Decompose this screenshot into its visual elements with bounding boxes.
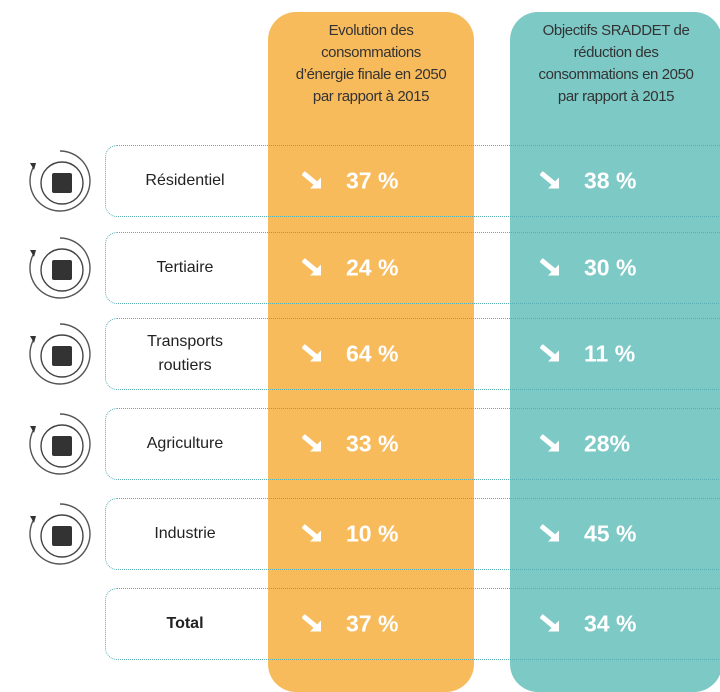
row-box <box>105 408 720 480</box>
value-text: 37 % <box>346 610 399 637</box>
sector-label: Industrie <box>154 525 216 542</box>
objectifs-column <box>510 12 720 692</box>
value-text: 24 % <box>346 254 399 281</box>
row-box <box>105 588 720 660</box>
evolution-value: 64 % <box>302 341 398 368</box>
sector-label: Total <box>166 615 204 632</box>
arrow-icon <box>540 614 559 631</box>
value-text: 10 % <box>346 520 399 547</box>
value-text: 38 % <box>584 167 637 194</box>
evolution-column <box>268 12 474 692</box>
sector-icon <box>29 503 91 565</box>
page: Evolution des consommations d’énergie fina… <box>29 12 720 692</box>
evolution-value: 37 % <box>302 168 398 195</box>
header-line: consommations en 2050 <box>538 66 694 83</box>
objectif-value: 30 % <box>540 255 636 282</box>
arrow-icon <box>540 434 559 451</box>
evolution-value: 37 % <box>302 611 398 638</box>
objectif-value: 28% <box>540 431 630 458</box>
evolution-value: 10 % <box>302 521 398 548</box>
header-line: par rapport à 2015 <box>557 88 675 105</box>
arrow-icon <box>540 344 559 361</box>
value-text: 33 % <box>346 430 399 457</box>
sector-icon <box>29 150 91 212</box>
row-box <box>105 498 720 570</box>
sector-label: Tertiaire <box>156 259 214 276</box>
objectif-value: 38 % <box>540 168 636 195</box>
value-text: 28% <box>584 430 631 457</box>
objectifs-header: Objectifs SRADDET de réduction des consomm… <box>505 20 720 108</box>
value-text: 64 % <box>346 340 399 367</box>
header-line: par rapport à 2015 <box>312 88 430 105</box>
evolution-header: Evolution des consommations d’énergie fina… <box>268 20 474 108</box>
header-line: Objectifs SRADDET de <box>542 22 690 39</box>
arrow-icon <box>540 258 559 275</box>
sector-icon <box>29 323 91 385</box>
header-line: d’énergie finale en 2050 <box>295 66 447 83</box>
header-line: réduction des <box>573 44 659 61</box>
sector-label: Agriculture <box>146 435 224 452</box>
value-text: 30 % <box>584 254 637 281</box>
arrow-icon <box>540 171 559 188</box>
evolution-value: 33 % <box>302 431 398 458</box>
value-text: 45 % <box>584 520 637 547</box>
row-box <box>105 318 720 390</box>
objectif-value: 45 % <box>540 521 636 548</box>
arrow-icon <box>540 524 559 541</box>
arrow-icon <box>302 524 321 541</box>
arrow-icon <box>302 614 321 631</box>
row-box <box>105 232 720 304</box>
arrow-icon <box>302 258 321 275</box>
arrow-icon <box>302 434 321 451</box>
objectif-value: 34 % <box>540 611 636 638</box>
objectif-value: 11 % <box>540 341 635 368</box>
value-text: 11 % <box>584 340 636 367</box>
sector-label: Transports routiers <box>147 333 223 374</box>
sector-icon <box>29 413 91 475</box>
row-box <box>105 145 720 217</box>
sector-label: Résidentiel <box>145 172 225 189</box>
sector-icon <box>29 237 91 299</box>
value-text: 37 % <box>346 167 399 194</box>
evolution-value: 24 % <box>302 255 398 282</box>
header-line: Evolution des <box>328 22 414 39</box>
arrow-icon <box>302 344 321 361</box>
value-text: 34 % <box>584 610 637 637</box>
arrow-icon <box>302 171 321 188</box>
header-line: consommations <box>321 44 421 61</box>
